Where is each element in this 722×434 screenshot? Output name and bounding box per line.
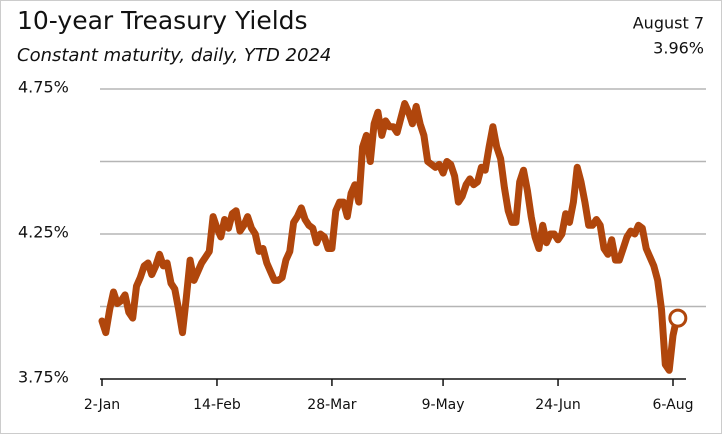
chart-subtitle: Constant maturity, daily, YTD 2024 (17, 45, 331, 66)
annotation-value: 3.96% (653, 39, 704, 58)
x-tick-label: 28-Mar (307, 397, 357, 413)
x-tick-label: 6-Aug (653, 397, 694, 413)
y-tick-label: 4.75% (18, 78, 69, 97)
x-tick-label: 24-Jun (535, 397, 581, 413)
annotation-date: August 7 (633, 14, 704, 33)
yield-line (98, 100, 681, 374)
x-tick-label: 2-Jan (84, 397, 120, 413)
x-tick-label: 14-Feb (193, 397, 241, 413)
y-tick-label: 4.25% (18, 223, 69, 242)
chart-title: 10-year Treasury Yields (17, 6, 308, 35)
x-tick-label: 9-May (422, 397, 465, 413)
y-tick-label: 3.75% (18, 368, 69, 387)
end-marker (668, 308, 688, 328)
